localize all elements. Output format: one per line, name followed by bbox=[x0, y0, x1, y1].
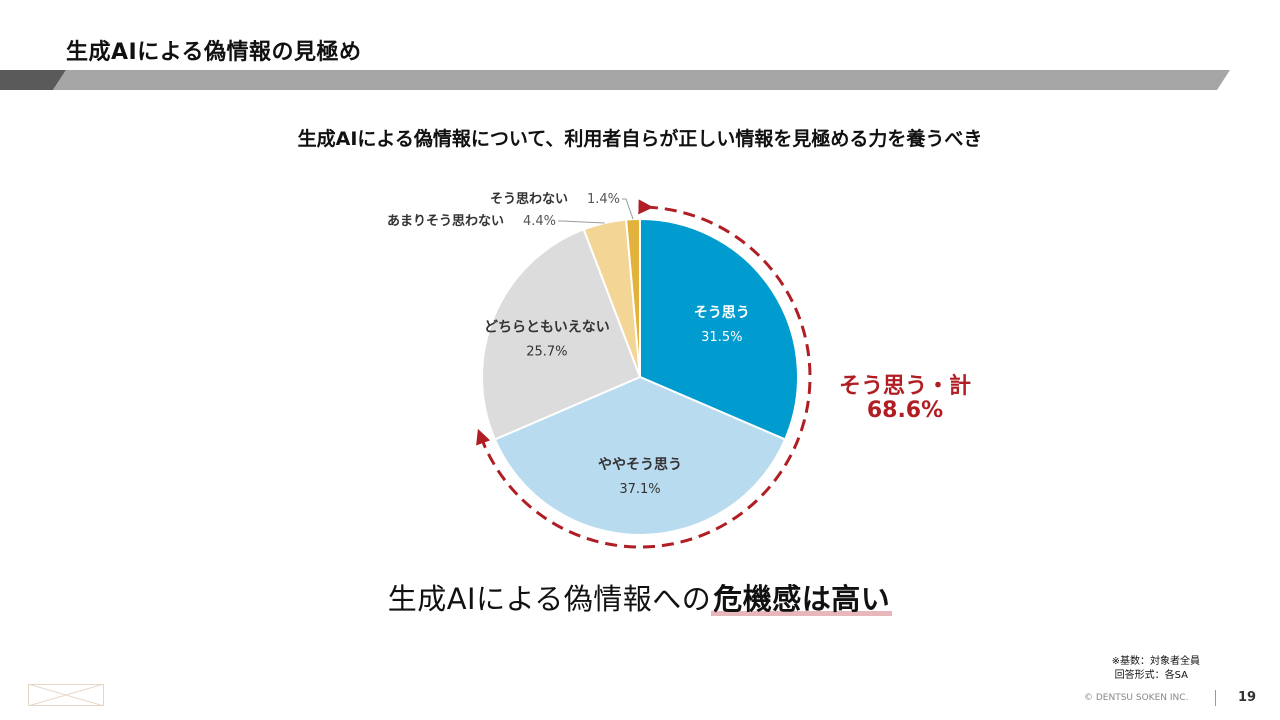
slice-label-3: どちらともいえない bbox=[484, 320, 610, 336]
copyright: © DENTSU SOKEN INC. bbox=[1084, 693, 1189, 703]
leader-line-4 bbox=[558, 220, 605, 224]
company-logo bbox=[28, 684, 104, 706]
slice-label-5: そう思わない bbox=[490, 192, 568, 207]
slice-value-1: 31.5% bbox=[701, 330, 742, 345]
title-banner bbox=[0, 70, 1230, 90]
slice-value-5: 1.4% bbox=[587, 192, 620, 207]
page-number: 19 bbox=[1238, 690, 1257, 705]
total-label: そう思う・計 bbox=[838, 374, 971, 399]
slice-label-4: あまりそう思わない bbox=[387, 214, 504, 229]
note-base: ※基数：対象者全員 bbox=[1111, 656, 1200, 667]
slice-value-4: 4.4% bbox=[523, 214, 556, 229]
pie-slice-1 bbox=[639, 217, 799, 441]
conclusion-prefix: 生成AIによる偽情報への bbox=[387, 582, 712, 616]
cumulative-arc-arrow bbox=[476, 199, 812, 549]
total-value: 68.6% bbox=[866, 398, 944, 423]
chart-title: 生成AIによる偽情報について、利用者自らが正しい情報を見極める力を養うべき bbox=[297, 128, 983, 150]
slice-value-2: 37.1% bbox=[619, 482, 660, 497]
footer-divider bbox=[1215, 690, 1216, 706]
conclusion-highlight: 危機感は高い bbox=[711, 582, 893, 616]
page-title: 生成AIによる偽情報の見極め bbox=[66, 40, 362, 65]
note-format: 回答形式：各SA bbox=[1114, 670, 1188, 681]
conclusion-message: 生成AIによる偽情報への危機感は高い bbox=[0, 576, 1280, 618]
slice-value-3: 25.7% bbox=[526, 345, 567, 360]
slice-label-1: そう思う bbox=[694, 305, 750, 321]
leader-line-5 bbox=[622, 198, 634, 220]
slice-label-2: ややそう思う bbox=[598, 457, 682, 473]
